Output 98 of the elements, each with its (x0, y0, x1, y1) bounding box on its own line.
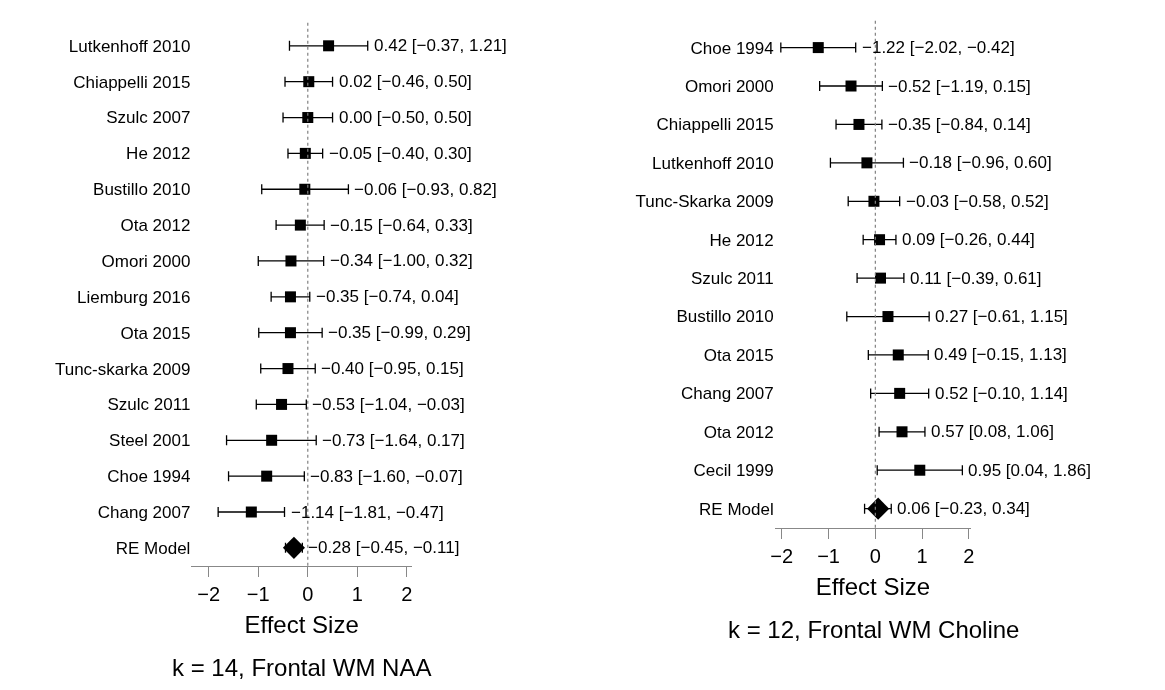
y-tick-label: Chang 2007 (97, 502, 191, 522)
x-tick-label: −2 (197, 582, 221, 605)
point (303, 76, 315, 88)
x-tick-label: 2 (401, 582, 413, 605)
data-label: 0.00 [−0.50, 0.50] (339, 108, 472, 127)
data-label: −0.28 [−0.45, −0.11] (308, 538, 460, 557)
y-tick-label: RE Model (115, 538, 191, 558)
y-tick-label: Szulc 2011 (690, 269, 774, 289)
y-tick-label: Ota 2012 (703, 422, 774, 442)
point (892, 349, 904, 361)
y-tick-label: Ota 2015 (703, 345, 774, 365)
x-tick-label: −1 (817, 544, 840, 567)
point (276, 398, 288, 410)
point (853, 118, 865, 130)
data-label: −0.35 [−0.99, 0.29] (328, 323, 471, 342)
point (845, 80, 857, 92)
point (284, 291, 296, 303)
data-label: 0.42 [−0.37, 1.21] (374, 36, 507, 55)
data-label: −0.34 [−1.00, 0.32] (330, 251, 473, 270)
point (282, 536, 305, 559)
point (302, 112, 314, 124)
data-label: −0.73 [−1.64, 0.17] (322, 431, 465, 450)
y-tick-label: Chiappelli 2015 (73, 72, 191, 92)
data-label: −1.14 [−1.81, −0.47] (291, 503, 444, 522)
y-tick-label: Chiappelli 2015 (656, 115, 774, 135)
point (282, 363, 294, 375)
y-tick-label: Ota 2015 (120, 323, 191, 343)
data-label: 0.52 [−0.10, 1.14] (935, 384, 1068, 403)
x-tick-label: −1 (246, 582, 270, 605)
data-label: −0.53 [−1.04, −0.03] (312, 395, 465, 414)
y-tick-label: RE Model (699, 499, 774, 519)
point (874, 234, 886, 246)
y-tick-label: Choe 1994 (107, 467, 191, 487)
data-label: 0.11 [−0.39, 0.61] (910, 269, 1042, 288)
point (245, 506, 257, 518)
x-axis-title: Effect Size (815, 573, 931, 601)
data-label: 0.06 [−0.23, 0.34] (897, 499, 1030, 518)
point (861, 157, 873, 169)
point (894, 387, 906, 399)
data-label: −0.18 [−0.96, 0.60] (909, 153, 1052, 172)
y-tick-label: Lutkenhoff 2010 (652, 153, 774, 173)
x-axis-title: Effect Size (244, 611, 359, 639)
data-label: 0.09 [−0.26, 0.44] (902, 230, 1035, 249)
data-label: 0.49 [−0.15, 1.13] (934, 345, 1067, 364)
point (323, 40, 335, 52)
point (285, 255, 297, 267)
data-label: −0.15 [−0.64, 0.33] (330, 216, 473, 235)
x-tick-label: 2 (963, 544, 975, 567)
y-tick-label: He 2012 (709, 230, 774, 250)
point (299, 147, 311, 159)
point (266, 434, 278, 446)
x-tick-label: 1 (916, 544, 928, 567)
data-label: −0.52 [−1.19, 0.15] (888, 77, 1031, 96)
y-tick-label: Steel 2001 (109, 431, 191, 451)
point (294, 219, 306, 231)
y-tick-label: Szulc 2011 (107, 395, 191, 415)
point (812, 42, 824, 54)
y-tick-label: Omori 2000 (101, 251, 191, 271)
y-tick-label: Szulc 2007 (106, 108, 191, 128)
y-tick-label: Liemburg 2016 (76, 287, 191, 307)
x-tick-label: 1 (351, 582, 363, 605)
data-label: 0.95 [0.04, 1.86] (968, 461, 1091, 480)
data-label: −0.03 [−0.58, 0.52] (906, 192, 1049, 211)
y-tick-label: Tunc-Skarka 2009 (635, 192, 774, 212)
data-label: −1.22 [−2.02, −0.42] (862, 38, 1015, 57)
y-tick-label: Cecil 1999 (693, 461, 774, 481)
y-tick-label: Omori 2000 (684, 76, 774, 96)
data-label: −0.05 [−0.40, 0.30] (329, 144, 472, 163)
data-label: 0.02 [−0.46, 0.50] (339, 72, 472, 91)
text: k = 14, Frontal WM NAA (172, 654, 432, 681)
point (896, 426, 908, 438)
y-tick-label: Choe 1994 (690, 38, 774, 58)
data-label: −0.35 [−0.84, 0.14] (888, 115, 1031, 134)
point (284, 327, 296, 339)
point (874, 272, 886, 284)
y-tick-label: Tunc-skarka 2009 (54, 359, 191, 379)
data-label: 0.27 [−0.61, 1.15] (935, 307, 1068, 326)
x-tick-label: 0 (869, 544, 881, 567)
data-label: −0.35 [−0.74, 0.04] (316, 287, 459, 306)
y-tick-label: Chang 2007 (681, 384, 774, 404)
y-tick-label: Lutkenhoff 2010 (68, 36, 191, 56)
point (914, 464, 926, 476)
data-label: −0.06 [−0.93, 0.82] (354, 180, 497, 199)
y-tick-label: Bustillo 2010 (676, 307, 774, 327)
y-tick-label: Ota 2012 (120, 216, 191, 236)
y-tick-label: Bustillo 2010 (93, 180, 191, 200)
point (867, 497, 890, 520)
y-tick-label: He 2012 (126, 144, 191, 164)
point (868, 195, 880, 207)
x-tick-label: −2 (770, 544, 794, 567)
point (261, 470, 273, 482)
point (299, 183, 311, 195)
text: k = 12, Frontal WM Choline (728, 616, 1020, 643)
data-label: −0.40 [−0.95, 0.15] (321, 359, 464, 378)
data-label: −0.83 [−1.60, −0.07] (310, 467, 463, 486)
x-tick-label: 0 (302, 582, 314, 605)
point (882, 311, 894, 323)
data-label: 0.57 [0.08, 1.06] (931, 422, 1054, 441)
